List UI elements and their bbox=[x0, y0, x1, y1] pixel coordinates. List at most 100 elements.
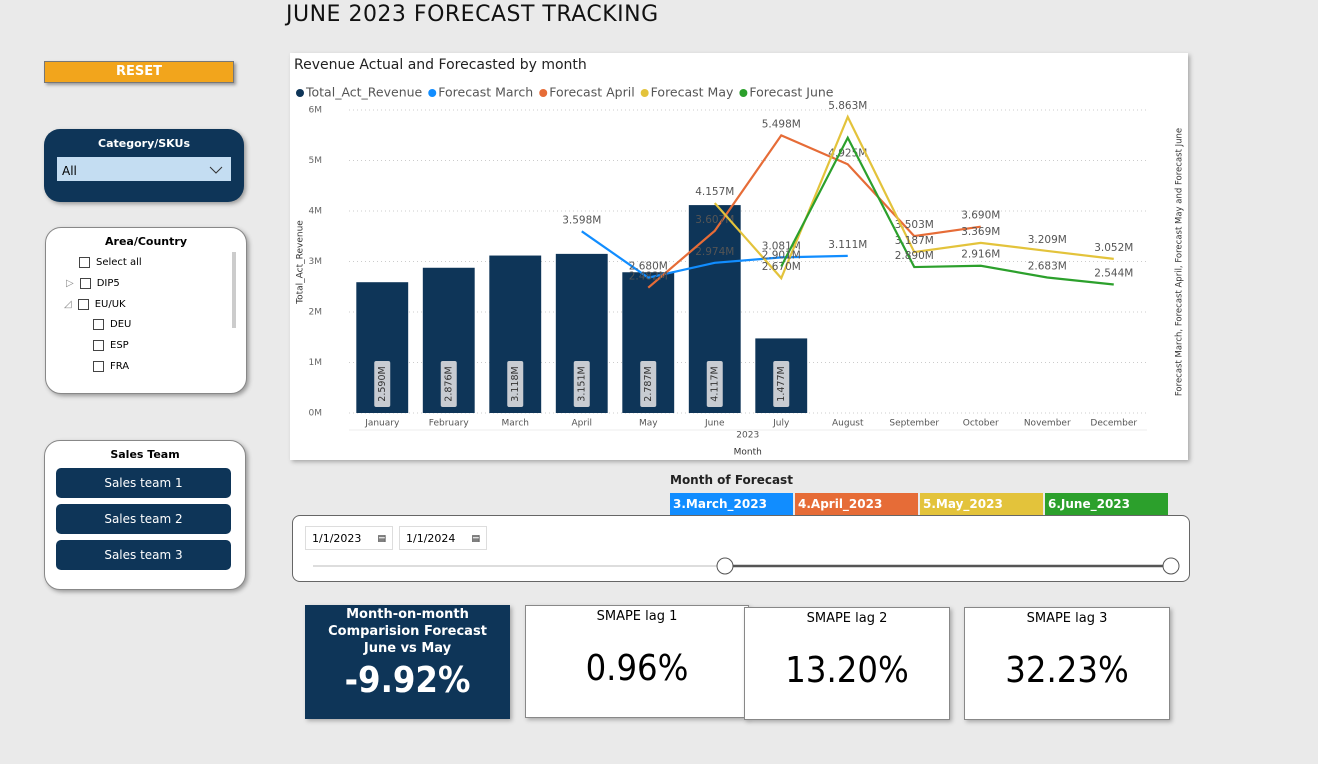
list-item[interactable]: DEU bbox=[93, 318, 131, 332]
list-item[interactable]: ESP bbox=[93, 339, 129, 353]
list-item[interactable]: Select all bbox=[79, 256, 142, 270]
data-label-bg bbox=[440, 361, 457, 407]
y-tick-label: 0M bbox=[309, 409, 323, 419]
data-label: 4.157M bbox=[695, 186, 734, 198]
team-button[interactable]: Sales team 3 bbox=[56, 540, 231, 570]
data-label: 3.369M bbox=[961, 226, 1000, 238]
card-title: Comparision Forecast bbox=[328, 624, 487, 639]
legend-marker bbox=[640, 89, 649, 97]
legend-marker bbox=[296, 89, 304, 97]
team-button[interactable]: Sales team 2 bbox=[56, 504, 231, 534]
forecast-legend-item[interactable]: 6.June_2023 bbox=[1045, 493, 1168, 515]
item-label: EU/UK bbox=[94, 299, 126, 310]
kpi-card: SMAPE lag 1 0.96% bbox=[525, 605, 749, 718]
page-title: JUNE 2023 FORECAST TRACKING bbox=[286, 2, 659, 27]
kpi-card: SMAPE lag 2 13.20% bbox=[744, 607, 950, 720]
slicer-title: Sales Team bbox=[110, 448, 180, 461]
y-tick-label: 1M bbox=[309, 358, 323, 368]
x-tick-label: June bbox=[704, 419, 725, 429]
item-label: FRA bbox=[110, 361, 130, 372]
x-tick-label: August bbox=[832, 419, 864, 429]
end-date[interactable]: 1/1/2024 ▤ bbox=[399, 526, 487, 550]
forecast-legend-item[interactable]: 5.May_2023 bbox=[920, 493, 1043, 515]
data-label: 3.209M bbox=[1028, 234, 1067, 246]
data-label: 2.890M bbox=[895, 250, 934, 262]
y-tick-label: 5M bbox=[309, 156, 323, 166]
card-title: SMAPE lag 3 bbox=[1026, 611, 1108, 626]
x-tick-label: April bbox=[571, 419, 592, 429]
y-axis-title: Total_Act_Revenue bbox=[296, 220, 306, 305]
y-tick-label: 3M bbox=[309, 257, 323, 267]
slider-handle[interactable] bbox=[1162, 557, 1180, 575]
line bbox=[780, 135, 1114, 286]
list-item[interactable]: ▷ DIP5 bbox=[66, 277, 120, 289]
dropdown-arrow bbox=[209, 166, 223, 174]
forecast-legend-item[interactable]: 3.March_2023 bbox=[670, 493, 793, 515]
slicer-title: Category/SKUs bbox=[98, 137, 190, 150]
data-label: 4.117M bbox=[709, 366, 720, 401]
data-label: 2.683M bbox=[1028, 261, 1067, 273]
data-label-bg bbox=[573, 361, 590, 407]
forecast-legend-item[interactable]: 4.April_2023 bbox=[795, 493, 918, 515]
data-label: 3.118M bbox=[510, 366, 521, 401]
category-slicer: Category/SKUs All bbox=[44, 129, 244, 202]
data-label: 2.680M bbox=[629, 261, 668, 273]
date-slicer: 1/1/2023 ▤ 1/1/2024 ▤ bbox=[292, 515, 1190, 582]
data-label: 1.477M bbox=[776, 366, 787, 401]
legend-marker bbox=[739, 89, 748, 97]
data-label-bg bbox=[706, 361, 723, 407]
forecast-legend-title: Month of Forecast bbox=[670, 473, 793, 487]
legend-label: Forecast March bbox=[438, 85, 533, 100]
start-date[interactable]: 1/1/2023 ▤ bbox=[305, 526, 393, 550]
y-tick-label: 4M bbox=[309, 207, 323, 217]
x-tick-label: February bbox=[429, 419, 470, 429]
data-label: 3.052M bbox=[1094, 242, 1133, 254]
data-label: 5.498M bbox=[762, 118, 801, 130]
data-label: 2.916M bbox=[961, 249, 1000, 261]
card-title: Month-on-month bbox=[346, 607, 469, 622]
chart-title: Revenue Actual and Forecasted by month bbox=[294, 57, 587, 73]
data-label-bg bbox=[374, 361, 391, 407]
x-sublabel: 2023 bbox=[736, 431, 759, 441]
card-value: -9.92% bbox=[344, 660, 471, 701]
legend-label: Total_Act_Revenue bbox=[305, 85, 423, 100]
date-text: 1/1/2024 bbox=[406, 532, 456, 545]
card-value: 13.20% bbox=[785, 650, 909, 691]
date-text: 1/1/2023 bbox=[312, 532, 362, 545]
reset-button[interactable]: RESET bbox=[44, 61, 234, 83]
data-label: 2.482M bbox=[629, 271, 668, 283]
kpi-card: Month-on-month Comparision Forecast June v… bbox=[305, 605, 510, 719]
x-tick-label: May bbox=[639, 419, 658, 429]
data-label: 3.690M bbox=[961, 210, 1000, 222]
data-label: 3.151M bbox=[576, 366, 587, 401]
range-slider bbox=[313, 557, 1180, 575]
data-label-bg bbox=[773, 361, 790, 407]
line bbox=[647, 133, 981, 289]
x-tick-label: October bbox=[963, 419, 999, 429]
list-item[interactable]: ◿ EU/UK bbox=[64, 298, 126, 310]
scrollbar[interactable] bbox=[232, 252, 236, 328]
x-tick-label: September bbox=[889, 419, 939, 429]
team-button[interactable]: Sales team 1 bbox=[56, 468, 231, 498]
kpi-card: SMAPE lag 3 32.23% bbox=[964, 607, 1170, 720]
x-tick-label: July bbox=[772, 419, 790, 429]
data-label: 5.863M bbox=[828, 100, 867, 112]
card-value: 0.96% bbox=[585, 648, 689, 689]
slider-handle[interactable] bbox=[716, 557, 734, 575]
x-tick-label: January bbox=[364, 419, 400, 429]
card-title: SMAPE lag 1 bbox=[596, 609, 678, 624]
list-item[interactable]: FRA bbox=[93, 360, 129, 374]
data-label: 2.544M bbox=[1094, 268, 1133, 280]
sales-team-slicer: Sales Team Sales team 1 Sales team 2 Sal… bbox=[44, 440, 246, 590]
card-title: SMAPE lag 2 bbox=[806, 611, 888, 626]
x-tick-label: March bbox=[502, 419, 529, 429]
data-label: 2.590M bbox=[377, 366, 388, 401]
data-label: 2.876M bbox=[443, 366, 454, 401]
dropdown[interactable]: All bbox=[57, 157, 231, 181]
legend-label: Forecast June bbox=[749, 85, 833, 100]
item-label: DIP5 bbox=[96, 278, 120, 289]
data-label: 3.607M bbox=[695, 214, 734, 226]
card-value: 32.23% bbox=[1005, 650, 1129, 691]
data-label: 2.670M bbox=[762, 261, 801, 273]
